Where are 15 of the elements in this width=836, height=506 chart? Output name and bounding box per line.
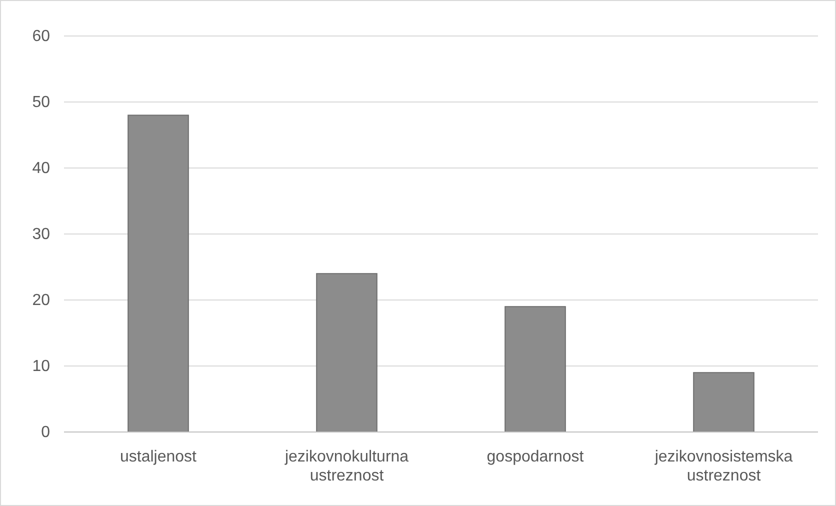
y-tick-label: 20	[32, 292, 50, 310]
x-tick-label: gospodarnost	[486, 448, 584, 466]
bar	[128, 114, 189, 432]
y-tick-label: 60	[32, 28, 50, 46]
y-tick-label: 50	[32, 94, 50, 112]
bar	[693, 372, 754, 432]
y-tick-label: 0	[41, 424, 50, 442]
y-tick-label: 40	[32, 160, 50, 178]
y-tick-label: 10	[32, 358, 50, 376]
x-tick-label: jezikovnosistemska ustreznost	[654, 448, 793, 485]
bar	[504, 306, 566, 432]
x-tick-label: ustaljenost	[120, 448, 198, 466]
bar	[316, 273, 378, 432]
y-tick-label: 30	[32, 226, 50, 244]
x-tick-label: jezikovnokulturna ustreznost	[284, 448, 409, 485]
